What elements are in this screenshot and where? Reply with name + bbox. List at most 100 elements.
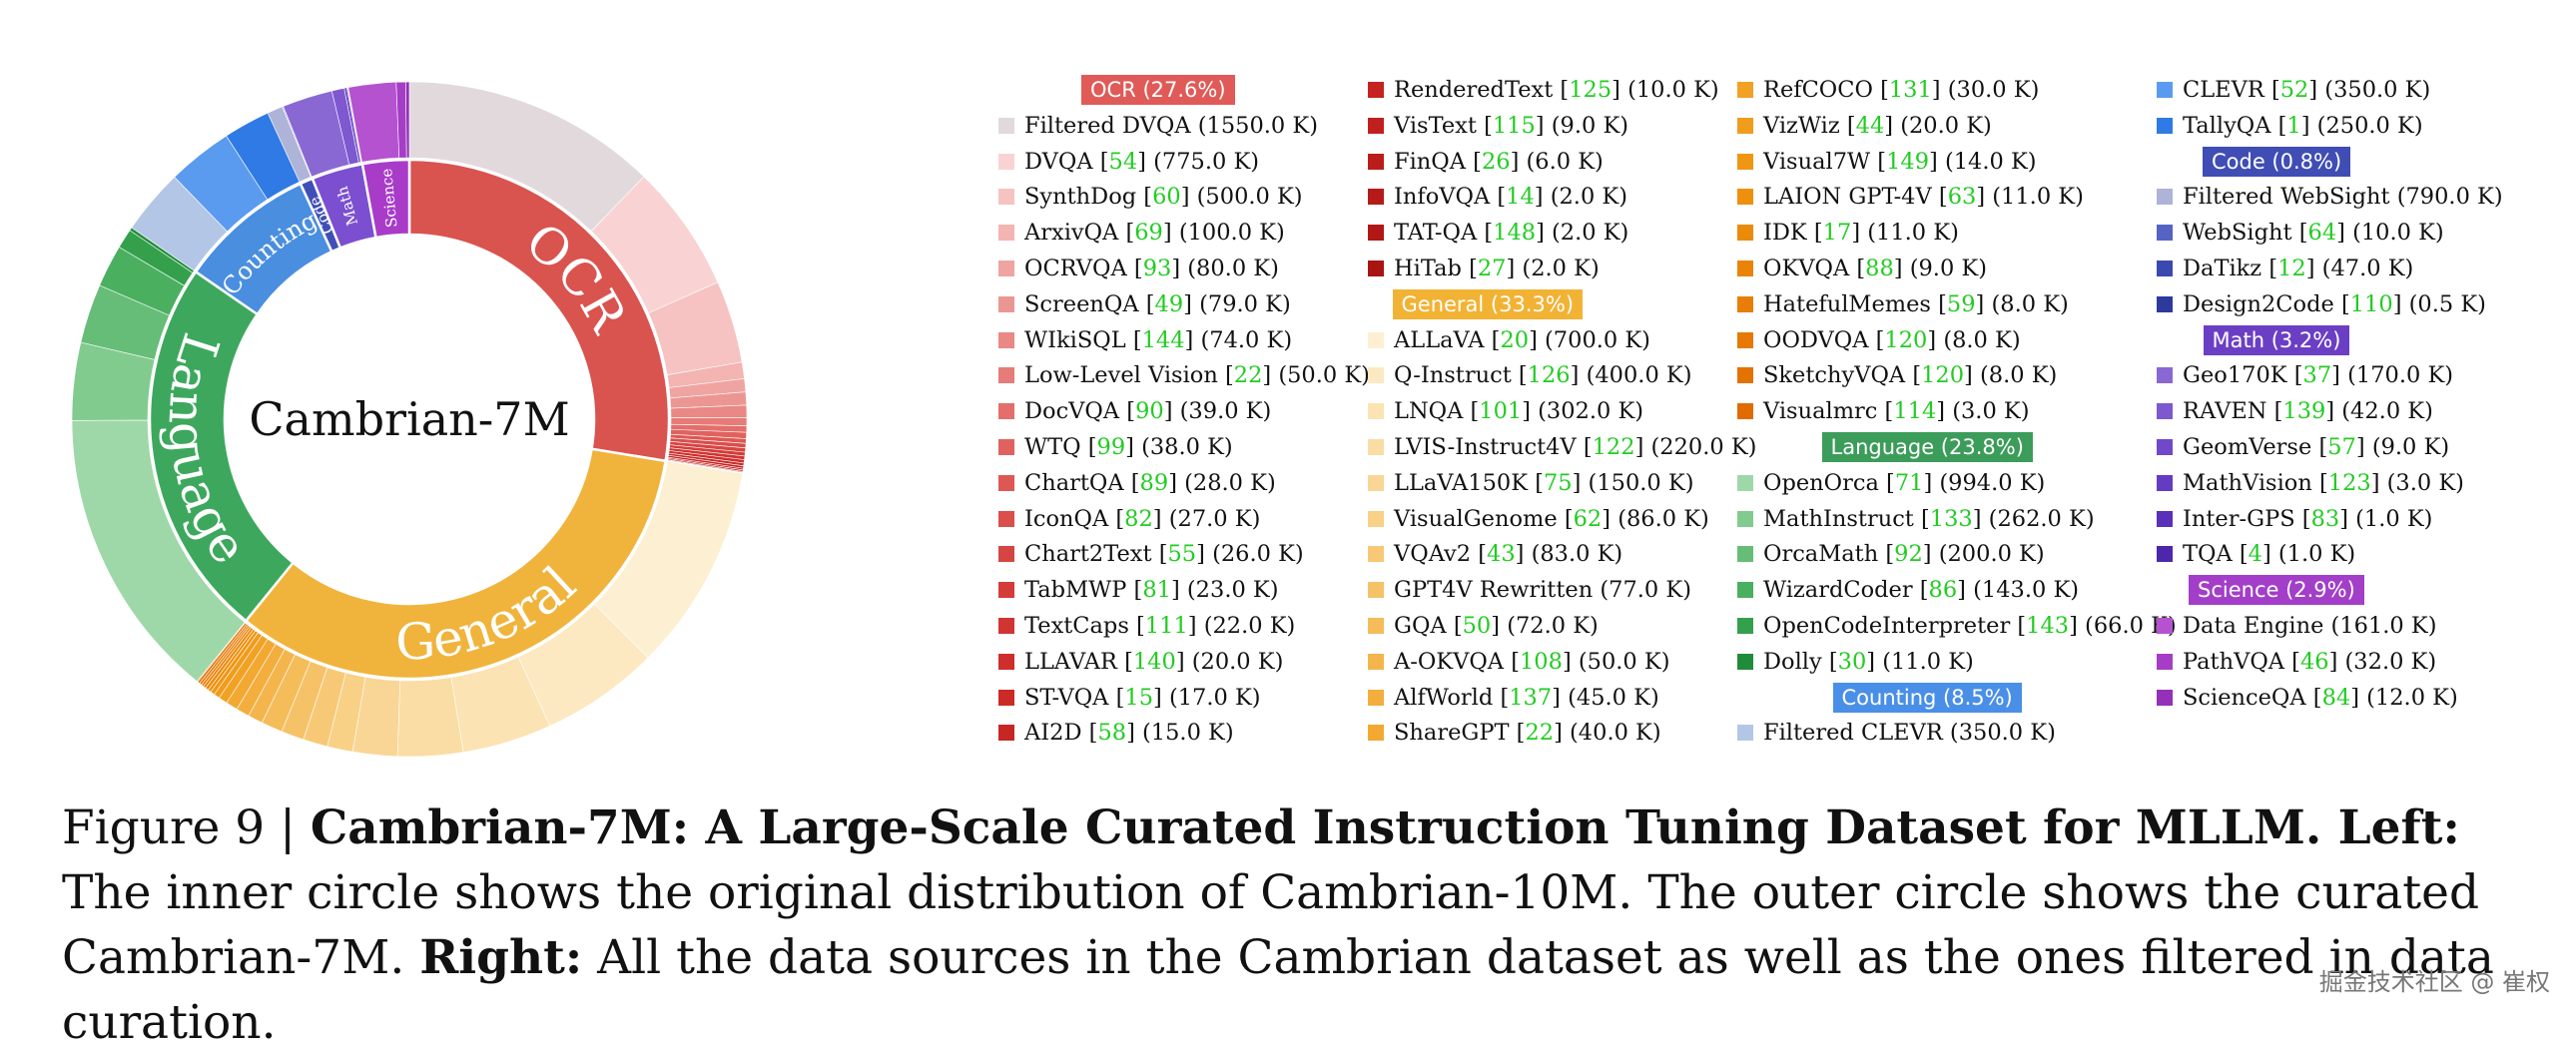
legend-item-citation: [17] [1813,220,1868,247]
legend-item-name: OrcaMath [1763,541,1886,568]
legend-item-wikisql: WIkiSQL [144] (74.0 K) [998,322,1292,358]
legend-item-size: (23.0 K) [1186,577,1279,604]
legend-item-citation: [20] [1491,326,1546,353]
legend-item-low-level-vision: Low-Level Vision [22] (50.0 K) [998,357,1370,393]
legend-item-filtered-dvqa: Filtered DVQA (1550.0 K) [998,108,1318,144]
legend-item-size: (86.0 K) [1617,505,1709,532]
legend-item-size: (20.0 K) [1191,648,1284,675]
legend-item-citation: [86] [1919,577,1974,604]
legend-item-size: (38.0 K) [1141,434,1233,460]
legend-item-openorca: OpenOrca [71] (994.0 K) [1737,465,2045,501]
legend-item-name: MathInstruct [1763,505,1921,532]
legend-item-name: ShareGPT [1394,720,1517,747]
legend-swatch [2157,189,2173,206]
legend-item-pathvqa: PathVQA [46] (32.0 K) [2157,644,2436,680]
legend-item-citation: [44] [1846,112,1901,139]
legend-item-citation: [120] [1875,326,1944,353]
legend-item-name: MathVision [2183,469,2319,496]
legend-item-size: (994.0 K) [1939,469,2046,496]
legend: OCR (27.6%) Filtered DVQA (1550.0 K) DVQA … [998,72,2556,771]
caption-prefix: Figure 9 | [62,800,311,855]
legend-item-st-vqa: ST-VQA [15] (17.0 K) [998,680,1261,716]
legend-item-infovqa: InfoVQA [14] (2.0 K) [1368,179,1627,215]
figure: OCR General Language Counting Code Math Scienc… [62,72,2556,1050]
legend-item-size: (20.0 K) [1900,112,1992,139]
legend-swatch [1737,582,1753,599]
legend-item-docvqa: DocVQA [90] (39.0 K) [998,393,1271,429]
legend-swatch [998,403,1014,420]
legend-item-citation: [115] [1484,112,1552,139]
legend-item-name: LVIS-Instruct4V [1394,434,1584,460]
legend-item-citation: [82] [1115,505,1169,532]
legend-item-citation: [110] [2340,290,2409,317]
legend-header-general: General (33.3%) [1392,288,1584,319]
legend-swatch [998,510,1014,527]
legend-item-screenqa: ScreenQA [49] (79.0 K) [998,286,1291,322]
legend-item-size: (775.0 K) [1153,148,1260,175]
legend-item-size: (10.0 K) [2352,220,2444,247]
legend-item-citation: [49] [1145,290,1200,317]
legend-item-geo170k: Geo170K [37] (170.0 K) [2157,357,2453,393]
legend-item-citation: [52] [2270,77,2325,103]
legend-item-chartqa: ChartQA [89] (28.0 K) [998,465,1276,501]
legend-swatch [998,439,1014,455]
legend-item-ai2d: AI2D [58] (15.0 K) [998,715,1234,751]
legend-item-citation: [55] [1158,541,1213,568]
legend-item-citation: [123] [2318,469,2387,496]
legend-item-size: (700.0 K) [1545,326,1650,353]
legend-item-size: (11.0 K) [1992,184,2084,211]
legend-swatch [998,225,1014,242]
legend-swatch [2157,117,2173,134]
legend-item-size: (26.0 K) [1212,541,1304,568]
legend-item-vistext: VisText [115] (9.0 K) [1368,108,1628,144]
legend-item-size: (40.0 K) [1570,720,1661,747]
legend-item-citation: [148] [1484,220,1553,247]
legend-item-size: (9.0 K) [2371,434,2450,460]
caption-bold-right: Right: [419,930,583,985]
legend-item-citation: [22] [1224,362,1279,389]
figure-caption: Figure 9 | Cambrian-7M: A Large-Scale Cu… [62,795,2538,1055]
legend-item-size: (170.0 K) [2347,362,2454,389]
legend-header-science: Science (2.9%) [2189,575,2364,606]
legend-item-citation: [26] [1473,148,1527,175]
legend-item-citation: [93] [1133,256,1188,281]
legend-item-size: (83.0 K) [1531,541,1623,568]
legend-item-name: GQA [1394,613,1454,639]
caption-bold-title: Cambrian-7M: A Large-Scale Curated Instr… [310,800,2460,855]
legend-item-sharegpt: ShareGPT [22] (40.0 K) [1368,715,1661,751]
legend-item-gpt4v-rewritten: GPT4V Rewritten (77.0 K) [1368,572,1691,608]
legend-swatch [1368,403,1384,420]
legend-item-citation: [83] [2301,505,2356,532]
legend-item-name: Q-Instruct [1394,362,1519,389]
legend-item-size: (2.0 K) [1550,184,1628,211]
legend-item-size: (14.0 K) [1944,148,2037,175]
legend-item-name: OODVQA [1763,326,1876,353]
legend-item-renderedtext: RenderedText [125] (10.0 K) [1368,72,1719,108]
legend-swatch [1737,295,1753,312]
legend-swatch [1368,225,1384,242]
legend-item-citation: [149] [1877,148,1945,175]
legend-item-name: OpenOrca [1763,469,1887,496]
legend-swatch [998,261,1014,276]
legend-item-size: (74.0 K) [1200,326,1293,353]
legend-item-name: TQA [2183,541,2240,568]
legend-item-citation: [140] [1124,648,1192,675]
legend-item-size: (6.0 K) [1526,148,1604,175]
legend-item-size: (9.0 K) [1551,112,1629,139]
legend-item-name: LAION GPT-4V [1763,184,1939,211]
legend-item-name: VisualGenome [1394,505,1565,532]
legend-item-visualmrc: Visualmrc [114] (3.0 K) [1737,393,2030,429]
legend-item-citation: [114] [1884,398,1953,425]
legend-item-size: (27.0 K) [1168,505,1261,532]
legend-item-size: (72.0 K) [1507,613,1599,639]
legend-item-citation: [139] [2273,398,2342,425]
legend-item-name: TallyQA [2183,112,2278,139]
legend-item-citation: [89] [1130,469,1185,496]
legend-item-size: (302.0 K) [1538,398,1644,425]
legend-item-scienceqa: ScienceQA [84] (12.0 K) [2157,680,2458,716]
legend-swatch [2157,403,2173,420]
legend-item-name: WizardCoder [1763,577,1920,604]
legend-item-inter-gps: Inter-GPS [83] (1.0 K) [2157,501,2432,537]
legend-swatch [998,725,1014,742]
legend-item-citation: [64] [2298,220,2353,247]
